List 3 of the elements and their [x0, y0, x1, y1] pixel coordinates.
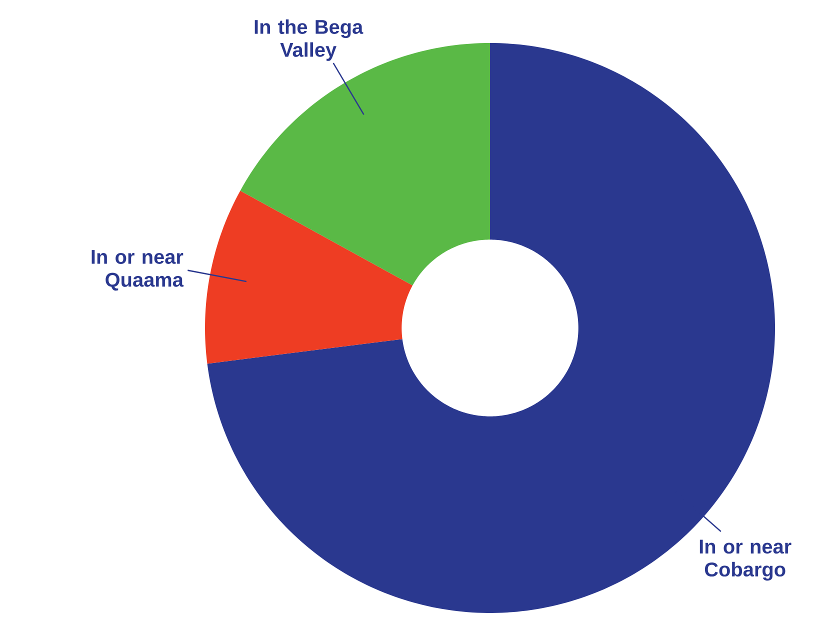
- slice-label: In the Bega Valley: [254, 19, 364, 61]
- slice-label: In or near Quaama: [92, 250, 184, 291]
- slice-label: In or near Cobargo: [700, 540, 792, 581]
